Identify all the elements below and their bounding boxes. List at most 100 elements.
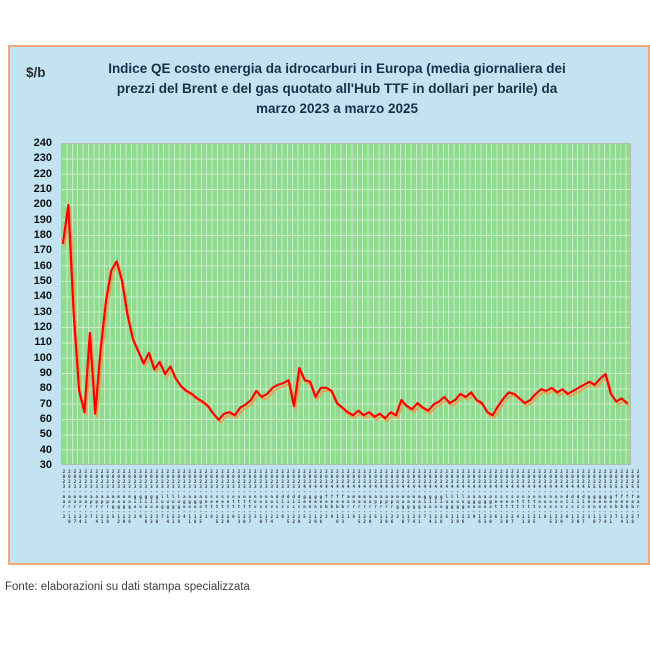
x-tick-label: 2023-apr-14	[94, 469, 100, 524]
x-tick-label: 2024-set-13	[498, 469, 504, 524]
chart-panel: $/b Indice QE costo energia da idrocarbu…	[8, 45, 650, 565]
x-tick-label: 2024-mar-1	[345, 469, 351, 519]
x-tick-label: 2023-dic-8	[280, 469, 286, 519]
x-tick-label: 2023-dic-1	[274, 469, 280, 519]
x-tick-label: 2023-ott-13	[236, 469, 242, 524]
x-tick-label: 2024-mar-29	[367, 469, 373, 524]
x-tick-label: 2024-giu-14	[427, 469, 433, 524]
x-tick-label: 2023-mar-24	[77, 469, 83, 524]
x-tick-label: 2023-set-15	[214, 469, 220, 524]
x-tick-label: 2024-dic-27	[580, 469, 586, 524]
x-tick-label: 2025-feb-7	[613, 469, 619, 519]
x-tick-label: 2023-nov-10	[258, 469, 264, 524]
x-tick-label: 2024-ago-2	[466, 469, 472, 519]
x-tick-label: 2023-ago-25	[198, 469, 204, 524]
x-tick-label: 2023-nov-3	[252, 469, 258, 519]
x-tick-label: 2024-mag-24	[411, 469, 417, 524]
x-tick-label: 2024-ago-9	[471, 469, 477, 519]
x-tick-label: 2024-apr-26	[389, 469, 395, 524]
y-tick-label: 50	[39, 428, 52, 441]
x-tick-label: 2024-mar-8	[351, 469, 357, 519]
line-series	[61, 203, 630, 424]
y-tick-label: 200	[33, 198, 52, 211]
x-tick-label: 2023-ott-6	[230, 469, 236, 519]
x-tick-label: 2025-feb-14	[619, 469, 625, 524]
x-tick-label: 2024-nov-15	[548, 469, 554, 524]
x-tick-label: 2023-dic-29	[296, 469, 302, 524]
x-tick-label: 2023-giu-16	[143, 469, 149, 524]
x-tick-label: 2023-apr-21	[99, 469, 105, 524]
x-tick-label: 2024-feb-9	[329, 469, 335, 519]
x-tick-label: 2023-lug-7	[159, 469, 165, 519]
y-tick-label: 70	[39, 397, 52, 410]
x-tick-label: 2023-lug-28	[176, 469, 182, 524]
x-tick-label: 2023-lug-21	[170, 469, 176, 524]
x-tick-label: 2023-mag-12	[116, 469, 122, 524]
x-tick-label: 2023-mag-5	[110, 469, 116, 519]
x-tick-label: 2023-mag-26	[127, 469, 133, 524]
x-tick-label: 2024-dic-13	[570, 469, 575, 524]
x-tick-label: 2023-giu-23	[148, 469, 154, 524]
x-tick-label: 2024-ago-23	[482, 469, 488, 524]
y-tick-label: 130	[33, 305, 52, 318]
x-tick-label: 2024-apr-12	[378, 469, 384, 524]
x-tick-label: 2023-nov-24	[269, 469, 275, 524]
y-tick-label: 40	[39, 443, 52, 456]
x-tick-label: 2023-mag-19	[121, 469, 127, 524]
x-tick-label: 2024-set-20	[504, 469, 510, 524]
x-axis: 2023-mar-3 2023-mar-10 2023-mar-17 2023-mar…	[61, 469, 641, 533]
x-tick-label: 2023-set-8	[209, 469, 215, 519]
x-tick-label: 2025-gen-10	[591, 469, 597, 524]
x-tick-label: 2024-dic-6	[564, 469, 570, 519]
x-tick-label: 2023-lug-14	[165, 469, 171, 524]
y-tick-label: 100	[33, 351, 52, 364]
x-tick-label: 2024-ott-11	[520, 469, 526, 524]
y-tick-label: 180	[33, 228, 52, 241]
y-tick-label: 60	[39, 412, 52, 425]
x-tick-label: 2023-ago-11	[187, 469, 193, 524]
x-tick-label: 2024-ott-18	[526, 469, 532, 524]
x-tick-label: 2023-apr-7	[88, 469, 94, 519]
x-tick-label: 2025-gen-3	[586, 469, 592, 519]
x-tick-label: 2023-ott-20	[241, 469, 247, 524]
x-tick-label: 2023-ott-27	[247, 469, 253, 524]
y-tick-label: 170	[33, 244, 52, 257]
x-tick-label: 2024-nov-29	[559, 469, 565, 524]
x-tick-label: 2024-mar-15	[356, 469, 362, 524]
x-tick-label: 2023-giu-2	[132, 469, 138, 519]
y-tick-label: 90	[39, 366, 52, 379]
x-tick-label: 2024-mag-31	[416, 469, 422, 524]
x-tick-label: 2024-nov-8	[542, 469, 548, 519]
x-tick-label: 2024-feb-16	[334, 469, 340, 524]
x-tick-label: 2023-apr-28	[105, 469, 111, 524]
x-tick-label: 2025-feb-28	[630, 469, 636, 524]
x-tick-label: 2024-mag-10	[400, 469, 406, 524]
x-tick-label: 2024-giu-7	[422, 469, 428, 519]
x-tick-label: 2024-gen-12	[307, 469, 313, 524]
x-tick-label: 2024-ago-16	[477, 469, 483, 524]
x-tick-label: 2024-apr-5	[373, 469, 379, 519]
x-tick-label: 2024-lug-12	[449, 469, 455, 524]
series-main-line	[61, 203, 629, 421]
y-tick-label: 80	[39, 382, 52, 395]
x-tick-label: 2024-ott-4	[515, 469, 521, 519]
x-tick-label: 2024-lug-26	[460, 469, 466, 524]
x-tick-label: 2024-ott-25	[531, 469, 537, 524]
x-tick-label: 2025-gen-24	[602, 469, 608, 524]
x-tick-label: 2023-dic-15	[285, 469, 291, 524]
x-tick-label: 2024-nov-1	[537, 469, 543, 519]
x-tick-label: 2023-mar-31	[83, 469, 89, 524]
x-tick-label: 2023-nov-17	[263, 469, 269, 524]
x-tick-label: 2024-gen-19	[312, 469, 318, 524]
y-tick-label: 210	[33, 182, 52, 195]
x-tick-label: 2023-dic-22	[291, 469, 297, 524]
y-tick-label: 220	[33, 167, 52, 180]
x-tick-label: 2024-set-6	[493, 469, 499, 519]
x-tick-label: 2024-dic-20	[575, 469, 581, 524]
y-tick-label: 230	[33, 152, 52, 165]
x-tick-label: 2024-lug-19	[455, 469, 461, 524]
x-tick-label: 2023-giu-30	[154, 469, 160, 524]
x-tick-label: 2024-feb-23	[340, 469, 346, 524]
x-tick-label: 2023-giu-9	[137, 469, 143, 519]
x-tick-label: 2023-set-1	[203, 469, 209, 519]
